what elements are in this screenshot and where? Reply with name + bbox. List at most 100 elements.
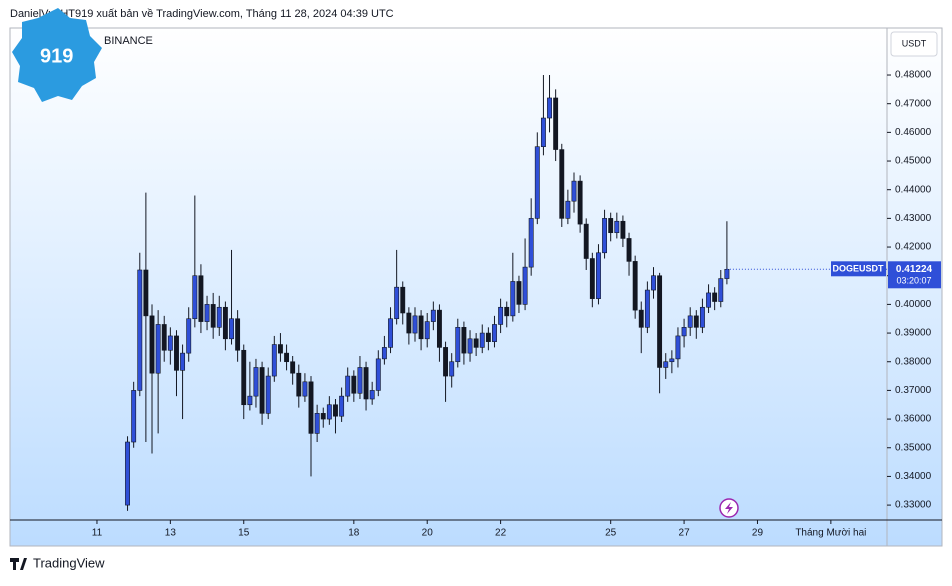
candle-body [388,318,393,348]
x-tick-label: 20 [422,528,434,539]
candle-body [492,324,497,342]
x-tick-label: 15 [238,528,250,539]
logo: 919 [12,8,102,102]
y-tick-label: 0.45000 [895,156,932,167]
candle-body [430,309,436,322]
candle-body [712,292,718,302]
candle-body [253,367,259,397]
candle-body [241,349,247,406]
candle-body [510,281,516,317]
event-bolt [725,502,733,514]
candle-body [620,220,626,239]
candle-body [534,146,540,219]
candle-body [271,344,277,377]
candle-body [583,223,589,259]
candle-body [259,367,265,414]
candle-body [400,286,406,314]
candle-body [375,358,381,391]
candle-body [345,375,351,397]
candle-body [143,269,149,317]
x-tick-label: 29 [752,528,764,539]
x-tick-label: 11 [92,528,103,539]
candle-body [522,266,528,305]
candle-body [547,97,552,119]
y-tick-label: 0.36000 [895,414,932,425]
candle-body [626,238,632,262]
candle-body [596,252,601,299]
candle-body [320,413,326,420]
candle-body [614,220,620,234]
candle-body [192,275,198,320]
y-tick-label: 0.42000 [895,242,932,253]
candle-body [589,258,595,299]
x-tick-label: 13 [165,528,177,539]
candle-body [498,306,504,325]
candle-body [229,318,234,340]
exchange: BINANCE [104,35,153,47]
currency-button[interactable] [890,31,938,57]
candle-body [363,367,369,400]
candle-body [351,375,357,394]
candle-body [553,97,559,150]
publisher-line: DanielVu_HT919 xuất bản về TradingView.c… [10,8,394,20]
y-tick-label: 0.38000 [895,356,932,367]
candle-body [284,352,290,363]
candle-body [565,200,571,219]
candle-body [693,315,699,328]
logo-badge [12,8,102,102]
candle-body [412,315,418,334]
x-tick-label: 25 [605,528,617,539]
candle-body [571,180,577,202]
candle-body [632,261,638,311]
y-tick-label: 0.48000 [895,70,932,81]
candle-body [540,117,546,147]
candle-body [174,335,179,371]
candle-body [644,289,650,328]
x-tick-label: 22 [495,528,507,539]
candle-body [131,390,137,443]
candle-body [308,381,314,434]
candle-body [333,404,338,417]
y-tick-label: 0.47000 [895,98,932,109]
candle-body [265,375,271,414]
candle-body [210,304,216,328]
candle-body [326,404,332,420]
candle-body [681,327,687,337]
candle-body [608,218,614,234]
plot-background [9,27,943,547]
candle-body [602,218,608,254]
candle-body [222,306,228,340]
candle-body [651,275,656,291]
candle-body [424,321,430,340]
candle-body [504,306,510,317]
candle-body [675,335,681,360]
candle-body [718,278,724,302]
candle-body [290,361,296,374]
candle-body [369,390,375,400]
candle-body [699,306,705,328]
candles [125,75,730,511]
symbol-label: DOGEUSDT [832,264,884,274]
candle-body [296,372,302,397]
candle-body [663,361,669,368]
symbol-label-bg [831,261,886,277]
candle-body [687,315,693,328]
currency[interactable]: USDT [902,38,927,48]
y-tick-label: 0.35000 [895,442,932,453]
candle-body [657,275,663,368]
candle-body [443,347,449,377]
candle-body [357,367,363,394]
y-tick-label: 0.46000 [895,127,932,138]
candle-body [669,358,675,363]
candle-body [455,327,461,363]
candle-body [277,344,283,354]
candle-body [339,395,345,417]
countdown-label: 03:20:07 [896,276,931,286]
candle-body [467,338,473,354]
candle-body [394,286,400,320]
candle-body [186,318,192,354]
candle-body [302,381,308,397]
logo-text: 919 [40,45,73,67]
price-label-bg [888,261,941,289]
candle-body [198,275,204,322]
